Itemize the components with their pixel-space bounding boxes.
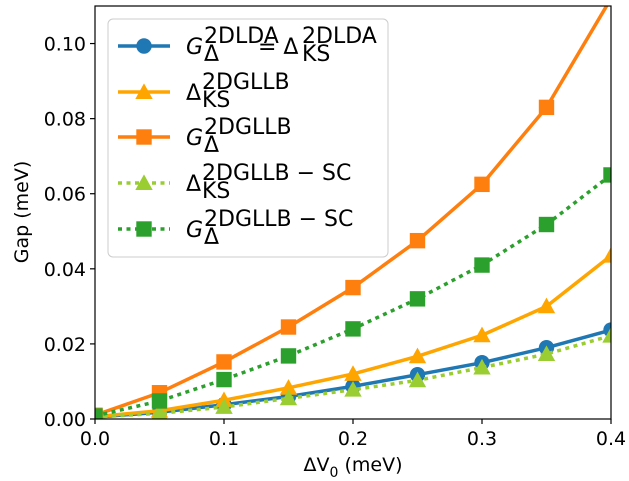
data-point [474, 257, 490, 273]
legend-label-sub: KS [302, 42, 330, 67]
data-point [602, 326, 611, 343]
legend-marker [136, 129, 152, 145]
series-layer [95, 6, 611, 419]
data-point [279, 379, 298, 395]
data-point [409, 291, 426, 307]
legend-label-sub: KS [202, 179, 230, 204]
legend-label-sub: Δ [204, 42, 219, 67]
data-point [151, 393, 168, 409]
y-tick-label: 0.04 [44, 259, 86, 281]
data-point [474, 176, 490, 193]
legend-label-sup: 2DLDA [302, 24, 377, 49]
x-axis-label: ΔV0 (meV) [304, 454, 403, 481]
y-axis-label: Gap (meV) [11, 161, 33, 264]
legend-item: G 2DGLLB − SCΔ [118, 207, 353, 250]
data-point [280, 319, 297, 335]
y-tick-label: 0.08 [44, 109, 86, 131]
data-point [538, 216, 555, 233]
legend-label-eq: = Δ [258, 35, 298, 60]
legend-label-sup: 2DLDA [204, 24, 279, 49]
data-point [345, 279, 361, 296]
data-point [345, 321, 361, 337]
legend-marker [136, 38, 152, 54]
legend-label-sup: 2DGLLB − SC [202, 161, 351, 186]
data-point [151, 404, 168, 419]
x-tick-label: 0.1 [209, 428, 239, 450]
legend-label-sup: 2DGLLB − SC [204, 207, 353, 232]
data-point [603, 167, 611, 183]
legend-label-sub: Δ [204, 225, 219, 250]
x-tick-label: 0.0 [80, 428, 110, 450]
data-point [280, 348, 297, 364]
data-point [215, 398, 233, 414]
legend-label-sub: KS [202, 88, 230, 113]
data-point [409, 232, 426, 249]
data-point [95, 408, 103, 419]
legend-label-sup: 2DGLLB [202, 70, 290, 95]
y-tick-label: 0.00 [44, 409, 86, 431]
data-point [216, 354, 232, 370]
data-point [344, 365, 362, 381]
legend-label: Δ [186, 81, 201, 106]
data-point [603, 6, 611, 7]
y-tick-label: 0.10 [44, 34, 86, 56]
data-point [538, 99, 555, 116]
data-point [537, 297, 556, 314]
data-point [279, 389, 298, 406]
data-point [473, 358, 491, 375]
legend-marker [135, 83, 153, 99]
data-point [473, 326, 491, 343]
x-axis: 0.0 0.1 0.2 0.3 0.4 [80, 419, 626, 450]
series-line-3 [95, 333, 611, 419]
legend-marker [136, 221, 152, 237]
x-tick-label: 0.3 [467, 428, 497, 450]
data-point [537, 345, 556, 361]
legend-label: G [186, 218, 203, 243]
data-point [602, 246, 611, 263]
legend-label-sup: 2DGLLB [204, 115, 292, 140]
data-point [408, 347, 427, 364]
data-point [408, 371, 427, 388]
y-axis: 0.00 0.02 0.04 0.06 0.08 0.10 [44, 34, 95, 431]
series-4 [95, 167, 611, 419]
legend-label: G [186, 126, 203, 151]
legend-label: Δ [186, 172, 201, 197]
x-tick-label: 0.4 [596, 428, 626, 450]
legend-label-sub: Δ [204, 133, 219, 158]
data-point [344, 381, 362, 397]
y-tick-label: 0.06 [44, 184, 86, 206]
legend-label: G [186, 35, 203, 60]
legend-frame [107, 18, 389, 258]
data-point [216, 371, 232, 388]
x-tick-label: 0.2 [338, 428, 368, 450]
legend-marker [135, 174, 153, 190]
y-tick-label: 0.02 [44, 334, 86, 356]
